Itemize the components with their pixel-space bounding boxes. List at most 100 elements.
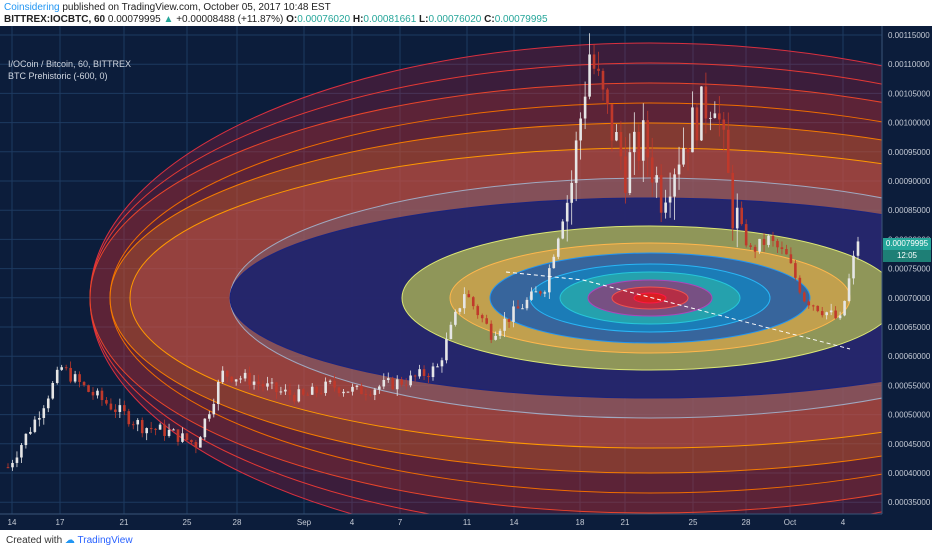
candle-body — [633, 131, 636, 153]
candle-body — [208, 414, 211, 419]
y-tick-label: 0.00115000 — [888, 31, 930, 40]
candle-body — [794, 263, 797, 278]
chart-area[interactable]: 0.00115000 0.00110000 0.00105000 0.00100000… — [0, 26, 932, 530]
candle-body — [619, 132, 623, 157]
published-text: published on TradingView.com, October 05… — [62, 2, 331, 13]
candle-body — [785, 249, 788, 255]
low-label: L: — [419, 14, 429, 25]
y-tick-label: 0.00050000 — [888, 411, 931, 420]
candle-body — [234, 379, 238, 382]
x-tick-label: 4 — [841, 518, 846, 527]
candle-body — [24, 433, 28, 446]
candle-body — [713, 113, 717, 118]
candle-body — [543, 292, 547, 294]
y-tick-label: 0.00040000 — [888, 469, 931, 478]
candle-body — [624, 156, 627, 194]
ohlc-line: BITTREX:IOCBTC, 60 0.00079995 ▲ +0.00008… — [4, 14, 548, 25]
x-axis-ticks: 14 17 21 25 28 Sep 4 7 11 14 18 21 25 28 Oct 4 — [8, 518, 846, 527]
candle-body — [6, 467, 10, 469]
candle-body — [650, 157, 654, 183]
candle-body — [11, 462, 14, 468]
candle-body — [216, 382, 220, 404]
candle-body — [449, 324, 453, 340]
x-tick-label: 7 — [398, 518, 403, 527]
candle-body — [512, 306, 515, 322]
candle-body — [507, 318, 511, 322]
candle-body — [762, 238, 766, 245]
candle-body — [167, 429, 171, 436]
tradingview-brand[interactable]: TradingView — [77, 535, 133, 546]
candle-body — [194, 442, 198, 448]
candle-body — [539, 291, 542, 294]
candle-body — [181, 433, 184, 442]
candle-body — [382, 379, 386, 387]
x-tick-label: 25 — [183, 518, 192, 527]
candle-body — [436, 366, 439, 368]
candle-body — [46, 398, 50, 409]
candle-body — [525, 299, 529, 309]
candle-body — [771, 235, 775, 241]
candle-body — [606, 89, 609, 105]
author-link[interactable]: Coinsidering — [4, 2, 60, 13]
candle-body — [199, 437, 202, 448]
candle-body — [588, 54, 591, 97]
candle-body — [149, 428, 153, 430]
candle-body — [592, 54, 596, 69]
candle-body — [163, 424, 166, 436]
candle-body — [351, 386, 354, 392]
candle-body — [82, 382, 86, 386]
y-tick-label: 0.00065000 — [888, 323, 931, 332]
candle-body — [820, 311, 824, 316]
candle-body — [744, 224, 748, 246]
candle-body — [852, 255, 855, 279]
indicator-legend[interactable]: BTC Prehistoric (-600, 0) — [8, 71, 108, 81]
candle-body — [718, 113, 721, 120]
candle-body — [471, 297, 475, 307]
x-tick-label: 21 — [120, 518, 129, 527]
candle-body — [440, 360, 444, 367]
candle-body — [579, 118, 582, 141]
y-tick-label: 0.00035000 — [888, 498, 931, 507]
y-tick-label: 0.00105000 — [888, 89, 931, 98]
time-axis — [0, 514, 932, 530]
candle-body — [78, 374, 81, 383]
candle-body — [310, 386, 314, 395]
candle-body — [637, 131, 641, 161]
candle-body — [776, 240, 779, 248]
candle-body — [346, 391, 350, 393]
candle-body — [597, 68, 600, 71]
candle-body — [503, 318, 506, 331]
candle-body — [69, 367, 72, 382]
y-tick-label: 0.00045000 — [888, 440, 931, 449]
candle-body — [641, 120, 645, 161]
candle-body — [552, 256, 556, 269]
price-chart[interactable]: 0.00115000 0.00110000 0.00105000 0.00100000… — [0, 26, 932, 530]
candle-body — [673, 174, 676, 197]
footer: Created with ☁ TradingView — [0, 530, 932, 550]
candle-body — [100, 390, 104, 401]
candle-body — [834, 310, 837, 319]
candle-body — [275, 382, 278, 393]
candle-body — [185, 433, 189, 440]
candle-body — [816, 305, 820, 312]
candle-body — [521, 308, 524, 310]
candle-body — [422, 369, 426, 377]
x-tick-label: 28 — [742, 518, 751, 527]
candle-body — [64, 367, 68, 369]
candle-body — [843, 300, 846, 316]
open-label: O: — [286, 14, 298, 25]
candle-body — [454, 311, 457, 325]
candle-body — [548, 268, 551, 293]
candle-body — [105, 400, 108, 404]
y-tick-label: 0.00060000 — [888, 352, 931, 361]
candle-body — [87, 385, 90, 392]
candle-body — [225, 370, 229, 377]
candle-body — [753, 246, 757, 252]
candle-body — [722, 119, 726, 130]
candle-body — [386, 378, 390, 380]
candle-body — [695, 107, 699, 141]
candle-body — [15, 457, 19, 463]
low-value: 0.00076020 — [428, 14, 482, 25]
x-tick-label: 4 — [350, 518, 355, 527]
candle-body — [73, 374, 77, 382]
